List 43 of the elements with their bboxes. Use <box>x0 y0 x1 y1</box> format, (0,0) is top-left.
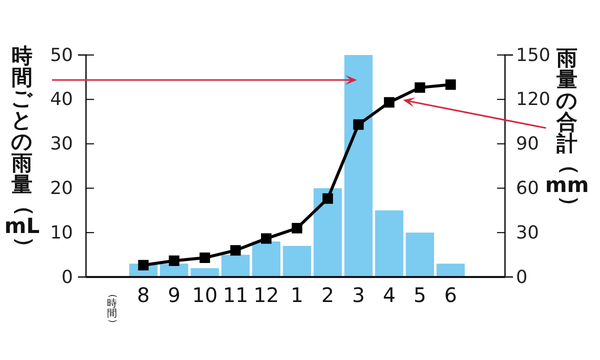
x-tick-label: 6 <box>444 283 458 307</box>
point <box>292 222 302 234</box>
bar <box>406 232 434 277</box>
point <box>445 79 456 90</box>
point <box>322 193 333 204</box>
x-tick-label: 5 <box>414 283 426 307</box>
y-tick-label: 0 <box>62 266 73 288</box>
bar <box>436 264 465 277</box>
y2-tick-label: 60 <box>516 178 539 199</box>
x-tick-label: 4 <box>382 283 396 307</box>
bar <box>375 210 404 277</box>
x-tick-label: 2 <box>321 283 334 307</box>
text: 時間ごとの雨量（mL） <box>4 44 40 258</box>
y-tick-label: 50 <box>50 44 73 66</box>
y2-tick-label: 0 <box>516 266 528 288</box>
point <box>200 252 210 264</box>
bar <box>314 188 342 277</box>
bar <box>221 254 250 277</box>
bar <box>190 268 219 277</box>
x-tick-label: 8 <box>136 283 150 307</box>
y2-tick-label: 30 <box>516 222 539 244</box>
point <box>230 245 241 256</box>
bar <box>252 241 280 277</box>
point <box>384 97 394 108</box>
x-tick-label: 1 <box>290 283 304 307</box>
y-tick-label: 10 <box>50 222 73 244</box>
x-axis-title: （時間） <box>107 288 118 328</box>
point <box>353 119 364 130</box>
x-tick-label: 11 <box>222 283 248 307</box>
y-tick-label: 30 <box>50 134 73 155</box>
y-tick-label: 20 <box>50 178 73 199</box>
bar <box>344 55 373 277</box>
x-tick-label: 10 <box>192 283 218 307</box>
point <box>261 233 272 244</box>
y-tick-label: 40 <box>50 89 73 110</box>
point <box>414 82 426 93</box>
y2-tick-label: 150 <box>516 44 550 66</box>
x-tick-label: 3 <box>352 283 365 307</box>
point <box>168 255 180 266</box>
y2-tick-label: 90 <box>516 134 539 155</box>
x-tick-label: 9 <box>168 283 180 307</box>
bar <box>282 246 312 277</box>
x-tick-label: 12 <box>254 283 279 307</box>
